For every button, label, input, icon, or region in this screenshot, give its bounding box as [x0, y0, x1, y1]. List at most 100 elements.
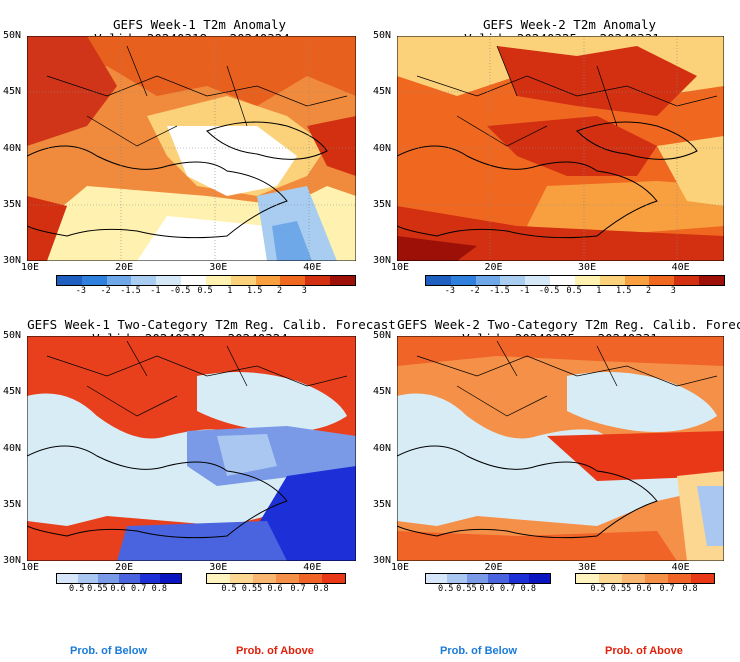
colorbar-swatch: [488, 574, 509, 583]
colorbar-swatch: [450, 276, 476, 285]
lon-label: 30E: [209, 262, 228, 273]
lat-label: 50N: [373, 330, 392, 341]
colorbar-swatch: [426, 574, 447, 583]
anomaly-colorbar-2: [425, 275, 725, 286]
colorbar-swatch: [599, 276, 625, 285]
lat-label: 30N: [373, 555, 392, 566]
lon-label: 40E: [303, 562, 322, 573]
colorbar-swatch: [699, 276, 724, 285]
colorbar-swatch: [674, 276, 700, 285]
colorbar-swatch: [255, 276, 281, 285]
colorbar-swatch: [253, 574, 276, 583]
colorbar-swatch: [81, 276, 107, 285]
prob-above-colorbar-2: [575, 573, 715, 584]
panel3-map: [27, 336, 356, 561]
lon-label: 20E: [115, 262, 134, 273]
colorbar-swatch: [98, 574, 120, 583]
panel4-map: [397, 336, 724, 561]
colorbar-label: -1.5: [120, 286, 141, 296]
colorbar-swatch: [426, 276, 451, 285]
colorbar-label: 0.5: [590, 584, 606, 594]
colorbar-label: 3: [301, 286, 307, 296]
lat-label: 40N: [3, 442, 22, 454]
colorbar-label: 0.5: [437, 584, 454, 594]
lon-label: 40E: [671, 262, 690, 273]
lat-label: 50N: [3, 330, 22, 341]
colorbar-label: 0.7: [659, 584, 675, 594]
colorbar-swatch: [77, 574, 99, 583]
colorbar-label: -1: [150, 286, 161, 296]
colorbar-label: 1: [596, 286, 602, 296]
colorbar-label: 0.5: [68, 584, 85, 594]
lon-label: 40E: [303, 262, 322, 273]
lat-label: 35N: [373, 498, 392, 510]
colorbar-swatch: [446, 574, 468, 583]
lat-label: 30N: [3, 255, 22, 266]
lat-label: 50N: [373, 30, 392, 41]
colorbar-label: 0.5: [566, 286, 582, 296]
colorbar-swatch: [119, 574, 140, 583]
prob-above-colorbar-1: [206, 573, 346, 584]
colorbar-swatch: [475, 276, 501, 285]
colorbar-swatch: [57, 574, 78, 583]
colorbar-label: 0.5: [221, 584, 237, 594]
colorbar-label: -1.5: [489, 286, 510, 296]
colorbar-swatch: [622, 574, 645, 583]
panel2-map: [397, 36, 724, 261]
lat-label: 40N: [373, 142, 392, 154]
colorbar-swatch: [230, 276, 256, 285]
colorbar-label: 2: [645, 286, 652, 296]
colorbar-swatch: [139, 574, 161, 583]
lon-label: 20E: [484, 262, 503, 273]
colorbar-swatch: [131, 276, 157, 285]
colorbar-swatch: [57, 276, 82, 285]
prob-below-colorbar-2: [425, 573, 551, 584]
lat-label: 40N: [3, 142, 22, 154]
colorbar-swatch: [322, 574, 345, 583]
colorbar-label: 0.6: [479, 584, 495, 594]
colorbar-swatch: [467, 574, 489, 583]
anomaly-colorbar-1: [56, 275, 356, 286]
colorbar-swatch: [599, 574, 622, 583]
colorbar-label: 2: [276, 286, 283, 296]
colorbar-label: 0.55: [456, 584, 477, 594]
colorbar-swatch: [525, 276, 551, 285]
colorbar-swatch: [207, 574, 230, 583]
colorbar-label: 0.6: [636, 584, 652, 594]
colorbar-label: 0.5: [197, 286, 213, 296]
colorbar-label: 0.7: [290, 584, 306, 594]
colorbar-label: 0.7: [499, 584, 516, 594]
colorbar-swatch: [160, 574, 182, 583]
colorbar-swatch: [276, 574, 299, 583]
panel1-map: [27, 36, 356, 261]
colorbar-label: 0.6: [110, 584, 126, 594]
lon-label: 10E: [21, 562, 40, 573]
colorbar-swatch: [508, 574, 530, 583]
colorbar-swatch: [299, 574, 322, 583]
lon-label: 40E: [671, 562, 690, 573]
colorbar-swatch: [230, 574, 253, 583]
colorbar-swatch: [330, 276, 355, 285]
colorbar-label: 1.5: [246, 286, 263, 296]
lat-label: 50N: [3, 30, 22, 41]
colorbar-label: 0.6: [267, 584, 283, 594]
colorbar-label: 0.55: [241, 584, 263, 594]
lon-label: 20E: [115, 562, 134, 573]
colorbar-swatch: [624, 276, 650, 285]
colorbar-swatch: [645, 574, 668, 583]
colorbar-swatch: [529, 574, 551, 583]
prob-above-label-1: Prob. of Above: [236, 645, 314, 657]
colorbar-label: 0.55: [87, 584, 108, 594]
colorbar-swatch: [305, 276, 331, 285]
colorbar-swatch: [205, 276, 231, 285]
lat-label: 45N: [3, 86, 22, 98]
lat-label: 30N: [3, 555, 22, 566]
colorbar-label: -2: [100, 286, 111, 296]
colorbar-label: 0.8: [520, 584, 537, 594]
colorbar-swatch: [691, 574, 714, 583]
colorbar-label: -0.5: [169, 286, 191, 296]
colorbar-label: 1.5: [615, 286, 632, 296]
lat-label: 40N: [373, 442, 392, 454]
prob-below-colorbar-1: [56, 573, 182, 584]
colorbar-label: 0.7: [130, 584, 147, 594]
